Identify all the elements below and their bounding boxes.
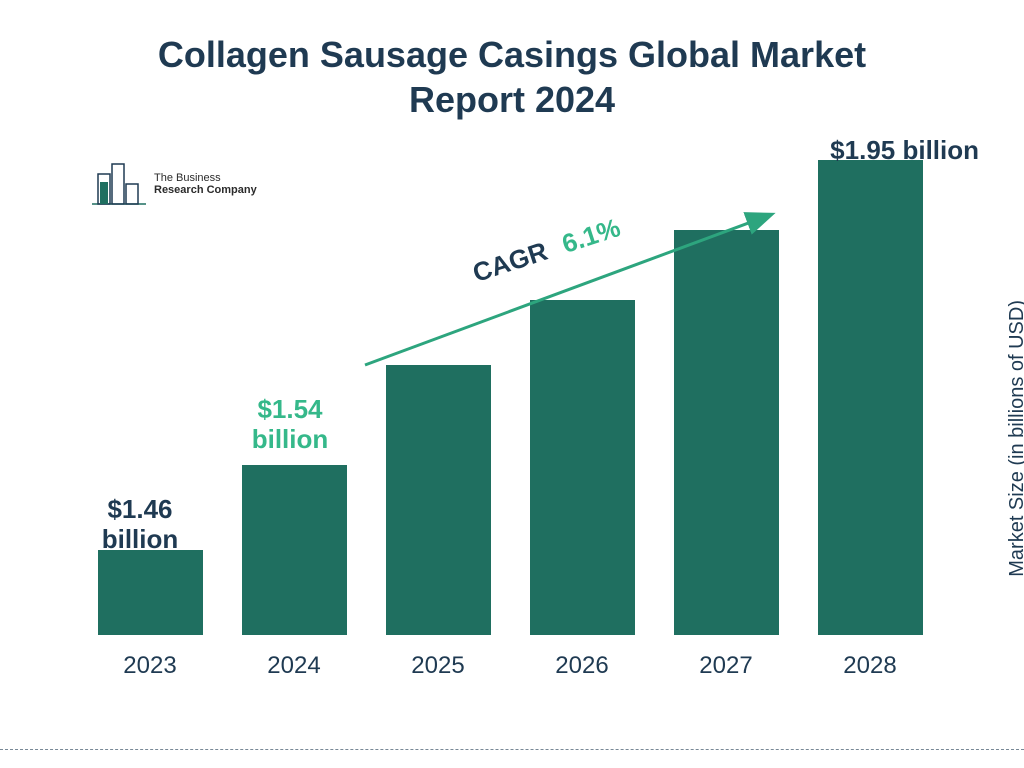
- callout-2024-unit: billion: [252, 424, 329, 454]
- callout-2023: $1.46 billion: [80, 495, 200, 555]
- cagr-annotation: CAGR 6.1%: [350, 200, 790, 380]
- x-label-2025: 2025: [378, 652, 498, 680]
- bar-2023: [98, 550, 203, 635]
- bar-2025: [386, 365, 491, 635]
- title-line-2: Report 2024: [409, 79, 615, 120]
- bar-slot-2024: [234, 465, 354, 635]
- bar-slot-2028: [810, 160, 930, 635]
- bar-2028: [818, 160, 923, 635]
- x-axis-labels: 2023 2024 2025 2026 2027 2028: [90, 652, 930, 680]
- x-label-2028: 2028: [810, 652, 930, 680]
- bar-slot-2025: [378, 365, 498, 635]
- x-label-2027: 2027: [666, 652, 786, 680]
- x-label-2023: 2023: [90, 652, 210, 680]
- y-axis-label: Market Size (in billions of USD): [1006, 300, 1024, 577]
- callout-2024: $1.54 billion: [230, 395, 350, 455]
- callout-2023-value: $1.46: [107, 494, 172, 524]
- footer-divider: [0, 749, 1024, 750]
- bar-2024: [242, 465, 347, 635]
- title-line-1: Collagen Sausage Casings Global Market: [158, 34, 866, 75]
- x-label-2026: 2026: [522, 652, 642, 680]
- callout-2024-value: $1.54: [257, 394, 322, 424]
- chart-title: Collagen Sausage Casings Global Market R…: [0, 32, 1024, 122]
- x-label-2024: 2024: [234, 652, 354, 680]
- bar-slot-2023: [90, 550, 210, 635]
- callout-2023-unit: billion: [102, 524, 179, 554]
- callout-2028: $1.95 billion: [830, 135, 979, 166]
